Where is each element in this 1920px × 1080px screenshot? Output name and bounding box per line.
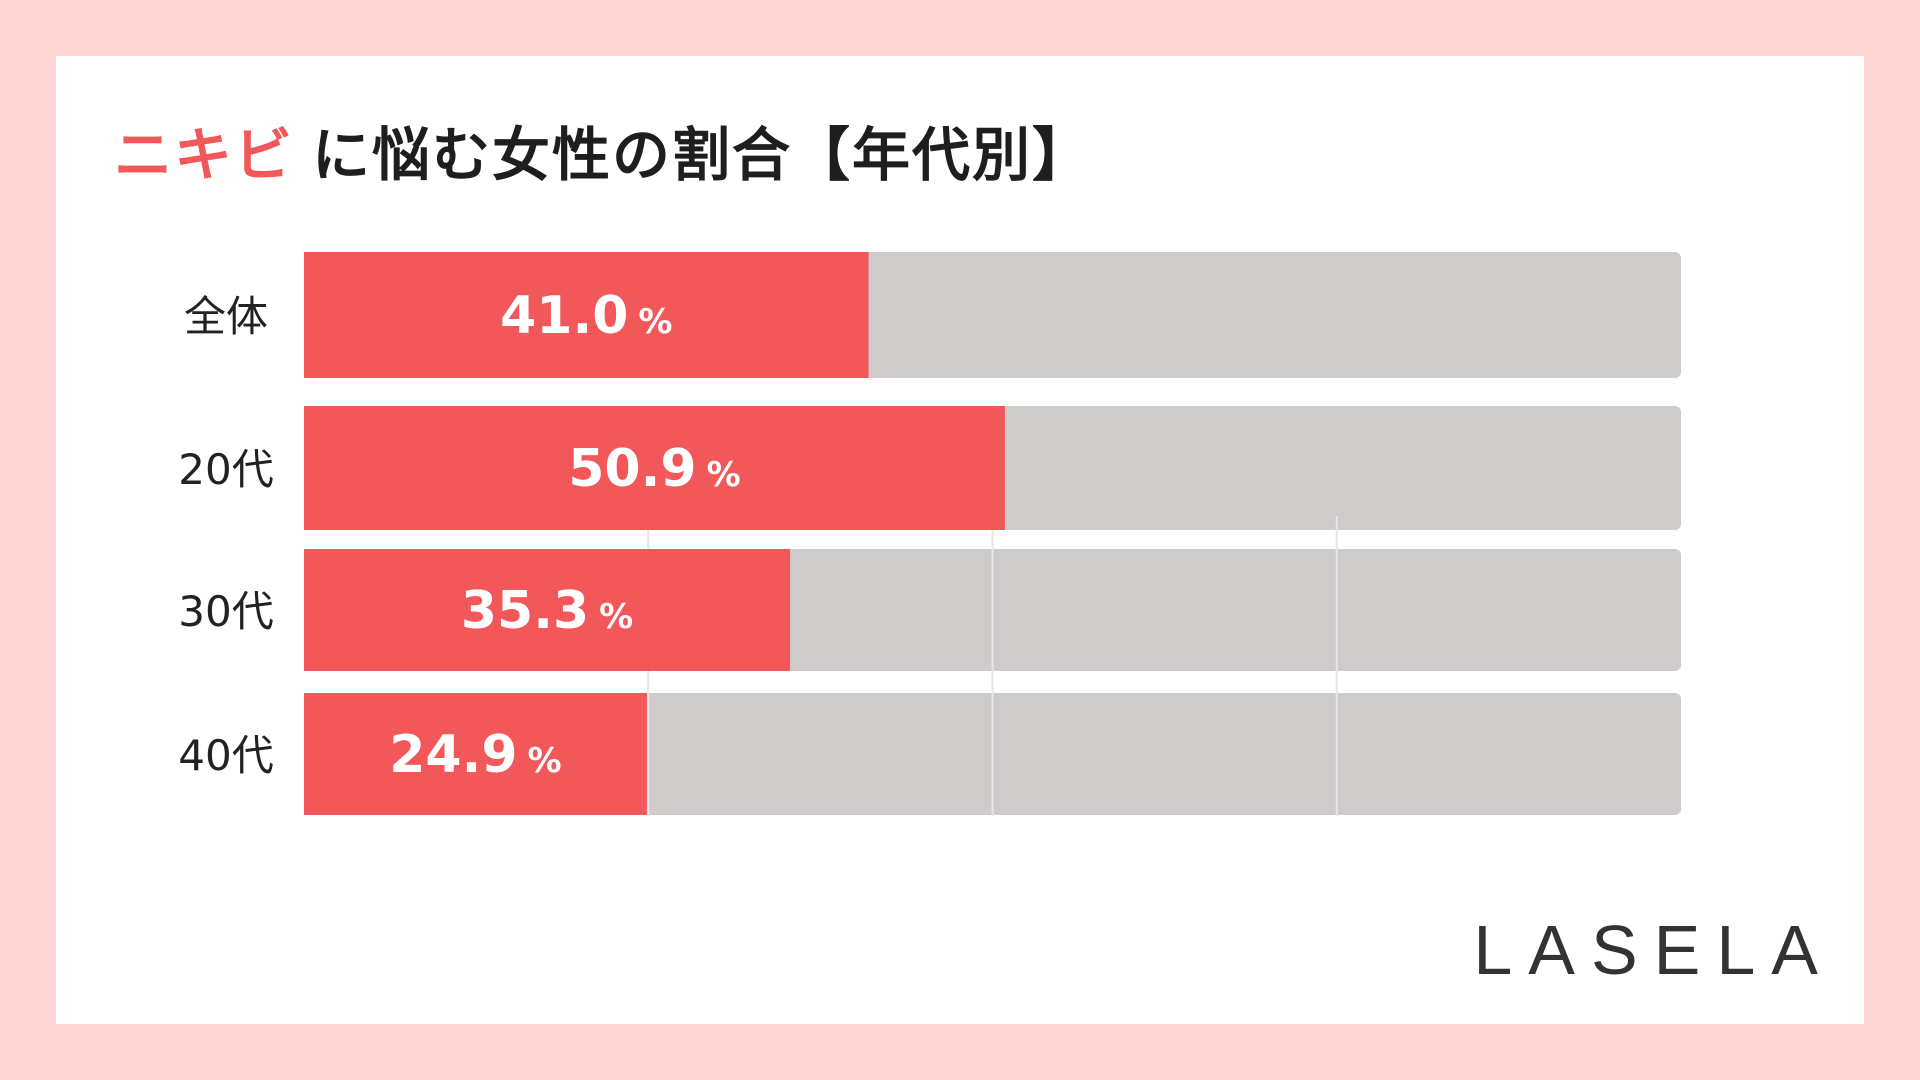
title-highlight: ニキビ xyxy=(114,121,295,189)
chart-card: ニキビ に悩む女性の割合【年代別】 全体 20代 30代 40代 41.0% 50.9% 35… xyxy=(56,56,1864,1024)
value-label: 35.3% xyxy=(461,581,633,641)
bar-chart: 全体 20代 30代 40代 41.0 % 50.9 % 35.3 % 24.9% xyxy=(178,252,1681,816)
value-label: 24.9% xyxy=(389,725,561,785)
brand-logo: LASELA xyxy=(1473,911,1834,989)
category-label: 30代 xyxy=(178,587,273,636)
category-label: 40代 xyxy=(178,731,273,780)
chart-title: ニキビ に悩む女性の割合【年代別】 xyxy=(114,108,1092,192)
bar xyxy=(304,693,647,815)
bar xyxy=(304,549,791,671)
category-label: 20代 xyxy=(178,445,273,494)
value-label: 41.0% xyxy=(500,286,672,346)
value-label: 50.9% xyxy=(568,439,740,499)
bar xyxy=(304,406,1005,530)
bar xyxy=(304,252,869,378)
title-text: に悩む女性の割合【年代別】 xyxy=(312,121,1093,189)
category-label: 全体 xyxy=(184,292,268,341)
